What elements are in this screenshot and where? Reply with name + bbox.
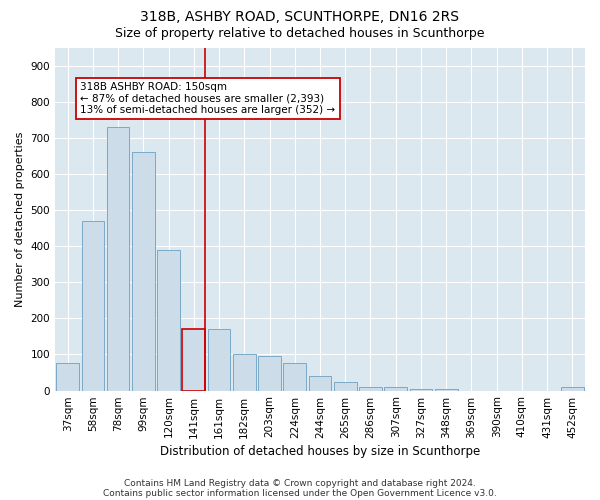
Text: 318B ASHBY ROAD: 150sqm
← 87% of detached houses are smaller (2,393)
13% of semi: 318B ASHBY ROAD: 150sqm ← 87% of detache… [80, 82, 335, 115]
Bar [334, 382, 356, 390]
Bar [435, 389, 458, 390]
Bar [283, 364, 306, 390]
Text: Contains public sector information licensed under the Open Government Licence v3: Contains public sector information licen… [103, 488, 497, 498]
Bar [359, 387, 382, 390]
Text: 318B, ASHBY ROAD, SCUNTHORPE, DN16 2RS: 318B, ASHBY ROAD, SCUNTHORPE, DN16 2RS [140, 10, 460, 24]
Bar [258, 356, 281, 390]
X-axis label: Distribution of detached houses by size in Scunthorpe: Distribution of detached houses by size … [160, 444, 480, 458]
Bar [132, 152, 155, 390]
Bar [82, 221, 104, 390]
Bar [107, 127, 130, 390]
Y-axis label: Number of detached properties: Number of detached properties [15, 132, 25, 306]
Bar [56, 364, 79, 390]
Bar [182, 329, 205, 390]
Bar [208, 329, 230, 390]
Text: Size of property relative to detached houses in Scunthorpe: Size of property relative to detached ho… [115, 28, 485, 40]
Bar [233, 354, 256, 390]
Text: Contains HM Land Registry data © Crown copyright and database right 2024.: Contains HM Land Registry data © Crown c… [124, 478, 476, 488]
Bar [410, 389, 433, 390]
Bar [385, 387, 407, 390]
Bar [157, 250, 180, 390]
Bar [308, 376, 331, 390]
Bar [561, 387, 584, 390]
